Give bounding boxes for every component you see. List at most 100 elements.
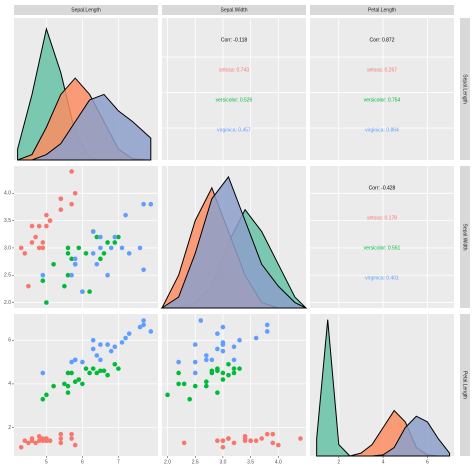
scatter-point [141, 318, 146, 323]
scatter-point [44, 392, 49, 398]
scatter-point [112, 234, 118, 240]
panel [310, 166, 454, 308]
scatter-point [65, 272, 71, 278]
scatter-point [231, 366, 237, 371]
corr-group: versicolor: 0.526 [216, 97, 253, 103]
corr-group: versicolor: 0.754 [364, 97, 401, 103]
scatter-point [58, 431, 64, 437]
scatter-point [105, 272, 110, 278]
scatter-point [123, 335, 128, 341]
x-tick-label: 5 [45, 459, 48, 465]
scatter-point [98, 368, 103, 374]
scatter-point [165, 392, 170, 398]
scatter-point [65, 390, 71, 395]
x-tick-label: 2.0 [164, 459, 171, 465]
scatter-point [137, 324, 143, 330]
corr-group: versicolor: 0.561 [364, 245, 401, 251]
scatter-point [248, 438, 253, 444]
scatter-point [209, 357, 215, 363]
scatter-point [90, 251, 96, 256]
scatter-point [36, 434, 42, 439]
scatter-point [98, 342, 103, 347]
scatter-point [231, 370, 237, 376]
scatter-point [126, 331, 132, 336]
scatter-point [72, 191, 78, 196]
scatter-point [148, 329, 154, 334]
scatter-point [204, 383, 209, 389]
scatter-point [204, 357, 209, 363]
scatter-point [80, 289, 85, 294]
scatter-point [192, 342, 198, 347]
scatter-point [69, 256, 74, 262]
scatter-point [65, 245, 71, 251]
scatter-point [264, 431, 270, 437]
y-tick-label: 4.0 [4, 191, 11, 197]
x-tick-label: 3.5 [247, 459, 254, 465]
scatter-point [237, 337, 242, 343]
y-tick-label: 6 [8, 338, 11, 344]
strip [310, 5, 454, 15]
scatter-point [226, 436, 231, 441]
x-tick-label: 6 [81, 459, 84, 465]
strip [162, 5, 306, 15]
scatter-point [44, 300, 49, 305]
scatter-point [40, 240, 46, 245]
scatter-point [90, 346, 96, 352]
scatter-point [40, 272, 46, 278]
scatter-point [29, 223, 35, 229]
scatter-point [40, 245, 46, 251]
scatter-point [220, 444, 226, 450]
scatter-point [181, 440, 187, 446]
scatter-point [58, 207, 64, 212]
scatter-point [220, 370, 226, 376]
scatter-point [220, 324, 226, 330]
scatter-point [298, 436, 303, 441]
scatter-point [141, 322, 146, 328]
scatter-point [98, 357, 103, 363]
panel [162, 18, 306, 160]
scatter-point [33, 440, 38, 446]
scatter-point [112, 361, 118, 367]
scatter-point [112, 344, 118, 350]
scatter-point [72, 256, 78, 262]
scatter-point [80, 381, 85, 387]
scatter-point [119, 245, 125, 251]
scatter-point [69, 201, 74, 207]
corr-overall: Corr: -0.118 [221, 37, 248, 43]
x-tick-label: 7 [117, 459, 120, 465]
scatter-point [264, 329, 270, 334]
scatter-point [40, 278, 46, 283]
scatter-point [87, 289, 92, 294]
scatter-point [69, 272, 74, 278]
strip-label: Sepal.Length [462, 74, 468, 104]
scatter-point [44, 223, 49, 229]
scatter-point [65, 370, 71, 376]
strip [460, 166, 470, 308]
scatter-point [220, 438, 226, 444]
scatter-point [36, 438, 42, 444]
strip-label: Petal.Length [462, 371, 468, 399]
scatter-point [65, 251, 71, 256]
y-tick-label: 2 [8, 425, 11, 431]
scatter-point [119, 340, 125, 345]
scatter-point [94, 234, 100, 240]
scatter-point [76, 245, 82, 251]
scatter-point [44, 436, 49, 441]
scatter-point [58, 440, 64, 446]
scatter-point [270, 431, 276, 437]
corr-group: virginica: 0.401 [365, 275, 399, 281]
scatter-point [215, 331, 220, 336]
corr-group: setosa: 0.178 [367, 215, 397, 221]
scatter-point [198, 318, 204, 323]
scatter-point [192, 370, 198, 376]
scatter-point [220, 377, 226, 382]
scatter-point [98, 245, 103, 251]
strip [14, 5, 158, 15]
density-area [160, 175, 307, 309]
panel [14, 166, 158, 308]
scatter-point [192, 359, 198, 365]
scatter-point [141, 267, 146, 273]
x-tick-label: 6 [426, 459, 429, 465]
scatter-point [90, 366, 96, 371]
corr-group: virginica: 0.457 [217, 127, 251, 133]
